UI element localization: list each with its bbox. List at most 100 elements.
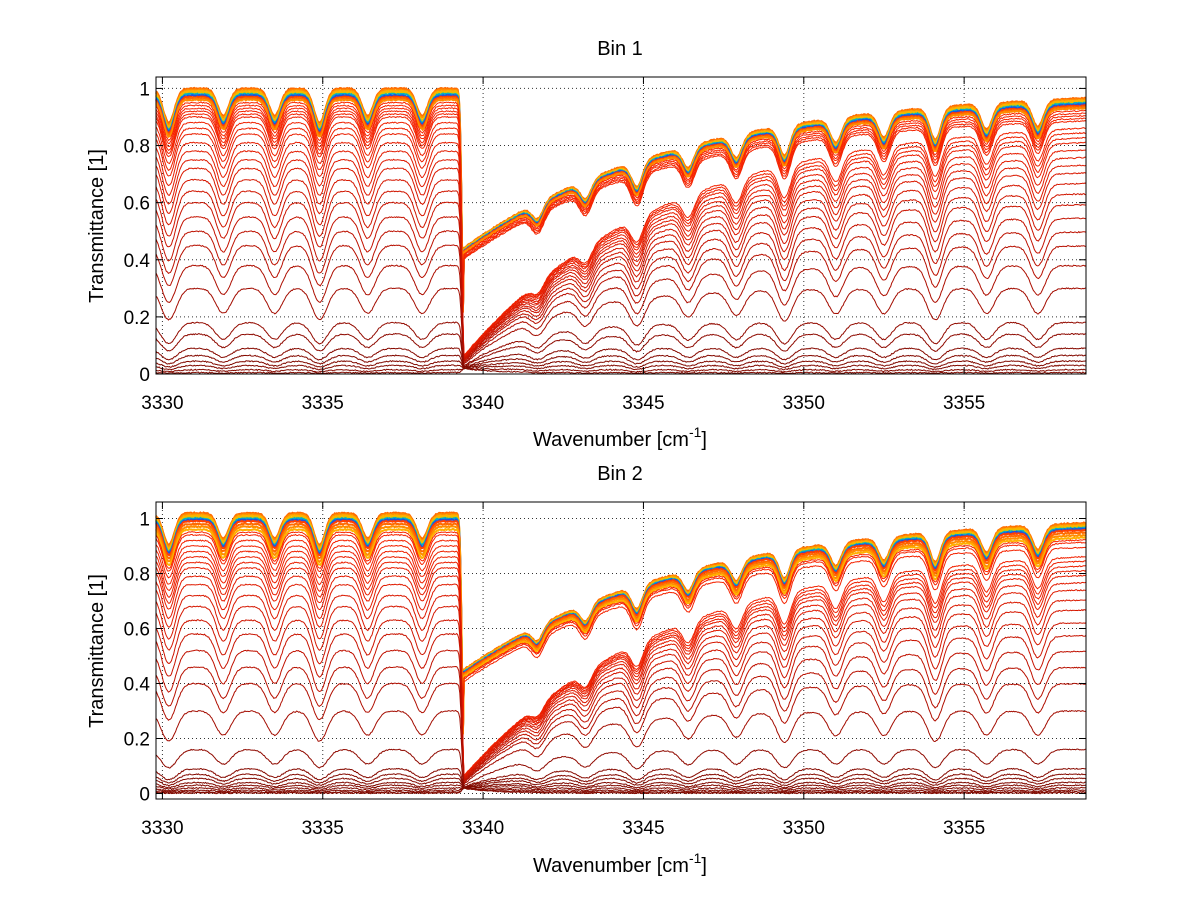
series-line [155,786,1087,793]
series-line [155,127,1087,359]
y-tick-label: 0.2 [124,308,150,329]
series-line [155,533,1087,736]
series-line [155,121,1087,357]
series-line [155,786,1087,792]
series-line [156,364,1087,371]
x-tick-label: 3340 [462,818,504,839]
series-line [155,104,1087,315]
x-tick-label: 3330 [141,393,183,414]
series-line [155,158,1087,360]
series-line [155,544,1087,777]
series-line [155,787,1087,794]
series-line [155,332,1087,368]
y-tick-label: 0.2 [124,730,150,751]
x-tick-label: 3350 [783,818,825,839]
x-tick-label: 3335 [302,818,344,839]
series-line [155,550,1087,779]
y-tick-label: 0.8 [124,137,150,158]
series-line [155,777,1087,789]
y-tick-label: 0.6 [124,620,150,641]
x-axis-label-main: Wavenumber [cm [533,855,689,877]
series-line [155,561,1087,778]
y-tick-label: 1 [139,79,150,100]
y-tick-label: 0 [139,785,150,806]
series-line [155,784,1087,791]
series-line [155,132,1087,358]
series-line [155,773,1087,789]
x-axis-label-superscript: -1 [689,424,702,440]
y-tick-label: 0.6 [124,194,150,215]
series-lines [155,86,1087,375]
series-line [155,115,1087,358]
series-line [155,347,1087,369]
y-axis-label: Transmittance [1] [86,149,108,303]
series-line [155,566,1087,779]
series-line [155,141,1086,359]
series-line [155,264,1087,364]
x-axis-label-superscript: -1 [689,850,702,866]
series-line [155,167,1087,361]
x-tick-label: 3345 [622,393,664,414]
series-line [155,201,1087,362]
series-line [155,748,1087,787]
y-tick-label: 0.8 [124,565,150,586]
plot-title: Bin 1 [597,38,643,60]
series-line [155,367,1087,375]
series-line [155,575,1087,779]
plot-panel-bin-1: Bin 1 3330 3335 3340 3345 3350 3355 0 0.2 0.4 0.… [86,38,1087,451]
x-tick-label: 3355 [943,393,985,414]
series-line [155,367,1087,373]
series-line [155,781,1087,789]
x-tick-label: 3350 [783,393,825,414]
series-line [155,531,1086,736]
x-tick-label: 3345 [622,818,664,839]
series-line [155,555,1087,778]
series-line [155,178,1087,360]
series-line [155,360,1087,369]
series-line [155,583,1087,778]
plot-panel-bin-2: Bin 2 3330 3335 3340 3345 3350 3355 0 0.2 0.4 0.… [86,463,1087,877]
series-line [155,113,1087,317]
series-line [155,110,1087,316]
y-tick-label: 0.4 [124,251,151,272]
y-tick-label: 1 [139,510,150,531]
y-axis-label: Transmittance [1] [86,574,108,728]
y-tick-label: 0.4 [124,675,151,696]
series-line [155,539,1087,738]
series-line [155,619,1087,782]
series-line [155,682,1087,783]
series-line [155,287,1087,365]
series-line [155,230,1087,363]
y-tick-label: 0 [139,365,150,386]
series-lines [155,511,1087,795]
x-tick-label: 3335 [302,393,344,414]
axes-frame [155,501,1087,800]
x-axis-label: Wavenumber [cm-1] [533,424,707,451]
series-line [155,190,1086,361]
series-line [155,787,1087,795]
series-line [155,98,1087,313]
series-line [155,101,1087,314]
series-line [155,107,1087,316]
y-axis-ticks: 0 0.2 0.4 0.6 0.8 1 [124,79,1086,386]
series-line [155,665,1087,783]
series-line [155,244,1087,364]
series-line [155,649,1087,783]
series-line [155,767,1087,788]
x-tick-label: 3330 [141,818,183,839]
x-axis-label-close: ] [701,429,707,451]
series-line [155,321,1087,367]
x-axis-ticks: 3330 3335 3340 3345 3350 3355 [141,502,985,839]
x-axis-ticks: 3330 3335 3340 3345 3350 3355 [141,77,985,414]
series-line [155,605,1087,782]
x-axis-label-main: Wavenumber [cm [533,429,689,451]
series-line [155,354,1087,369]
series-line [155,527,1087,735]
x-tick-label: 3340 [462,393,504,414]
axes-frame [155,76,1087,375]
y-axis-ticks: 0 0.2 0.4 0.6 0.8 1 [124,510,1086,806]
plot-title: Bin 2 [597,463,643,485]
series-line [155,215,1086,362]
series-line [155,594,1087,781]
